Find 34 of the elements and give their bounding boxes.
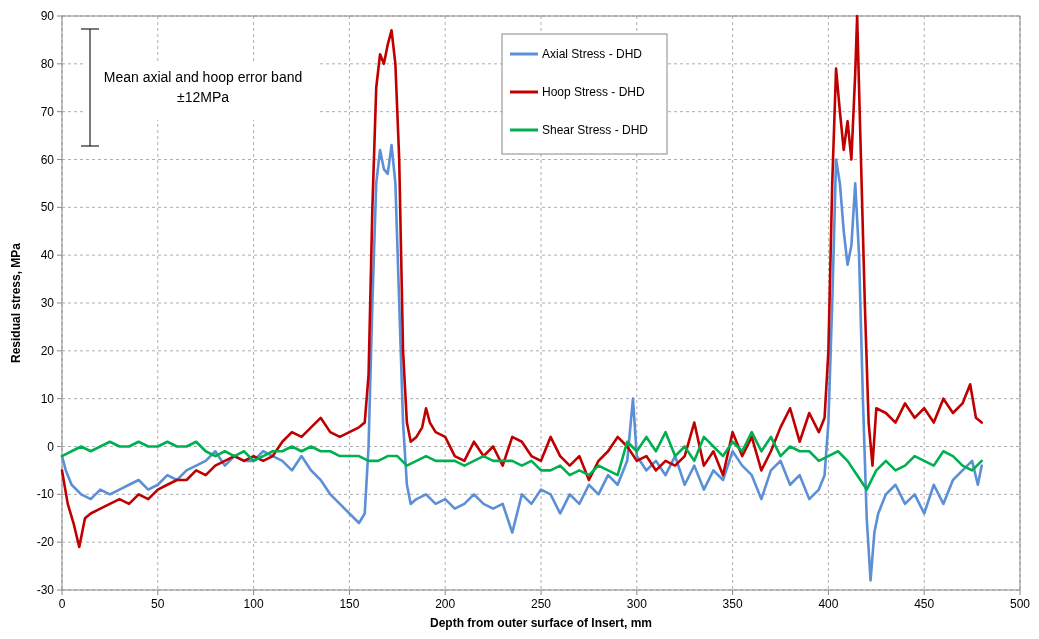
y-tick-label: 90 [40,9,55,23]
x-tick-label: 350 [722,597,743,611]
legend-label: Shear Stress - DHD [542,123,649,137]
y-tick-label: 30 [40,296,55,310]
y-tick-label: 0 [47,439,55,454]
x-tick-label: 300 [626,597,648,611]
legend-label: Axial Stress - DHD [542,47,643,61]
line-series [60,143,983,582]
y-tick-label: -20 [36,535,55,550]
y-axis-title: Residual stress, MPa [9,242,23,364]
annotation: Mean axial and hoop error band [103,69,303,85]
y-tick-label: 50 [40,200,55,215]
x-tick-label: 50 [151,597,165,611]
x-tick-label: 500 [1009,597,1031,611]
x-axis-title: Depth from outer surface of Insert, mm [429,616,653,630]
annotation: ±12MPa [176,89,230,105]
y-tick-label: -10 [36,487,55,502]
y-tick-label: 10 [40,391,55,406]
x-tick-label: 0 [58,597,66,611]
y-tick-label: 40 [40,248,55,263]
x-tick-label: 250 [530,597,552,611]
line-series [60,430,983,491]
y-tick-label: 20 [40,343,55,358]
y-tick-label: 60 [40,152,55,167]
x-tick-label: 450 [914,597,935,611]
x-tick-label: 200 [435,597,456,611]
line-series [60,14,983,549]
y-tick-label: -30 [36,583,55,597]
x-tick-label: 150 [339,597,360,611]
y-tick-label: 80 [40,56,55,71]
x-tick-label: 400 [818,597,839,611]
x-tick-label: 100 [243,597,264,611]
y-tick-label: 70 [40,104,55,119]
legend-label: Hoop Stress - DHD [542,85,646,99]
